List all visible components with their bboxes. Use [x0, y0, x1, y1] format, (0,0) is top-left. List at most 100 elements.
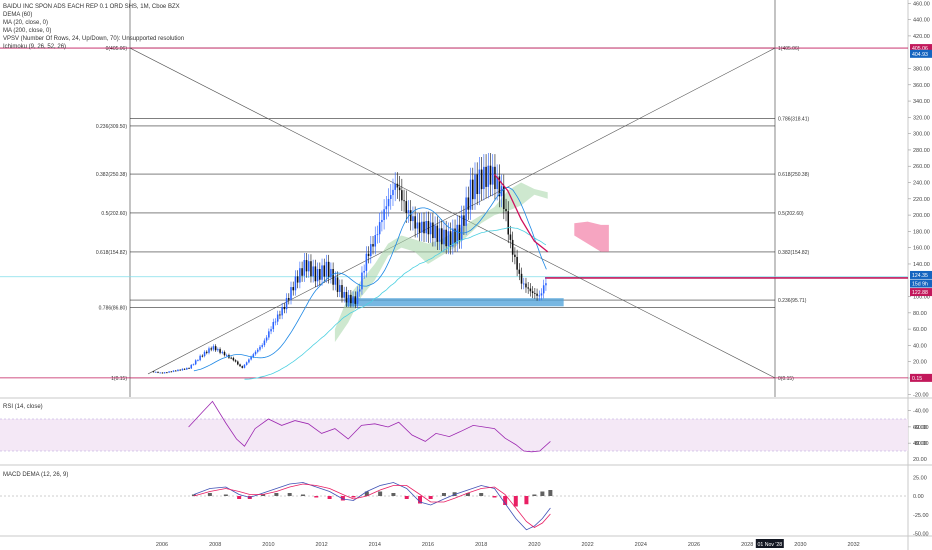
candle-body [354, 296, 357, 304]
x-tick-label: 2012 [315, 542, 327, 548]
candle-body [414, 216, 416, 229]
candle-body [323, 265, 326, 277]
indicator-ichimoku[interactable]: Ichimoku (9, 26, 52, 26) [3, 44, 67, 50]
candle-body [409, 210, 412, 222]
macd-histogram-bar [191, 494, 196, 496]
candle-body [296, 276, 299, 283]
rsi-pane-label[interactable]: RSI (14, close) [3, 404, 43, 410]
candle-body [155, 371, 157, 373]
candle-body [152, 371, 155, 373]
candle-body [425, 221, 428, 234]
price-badge-label: 122.88 [912, 290, 928, 296]
candle-body [345, 291, 348, 303]
candle-body [389, 195, 392, 199]
candle-body [319, 269, 321, 280]
candle-body [179, 369, 181, 371]
candle-body [536, 293, 538, 296]
candle-body [201, 355, 204, 357]
candle-body [305, 260, 308, 272]
y-tick-label: 300.00 [913, 132, 930, 138]
candle-body [316, 269, 319, 282]
candle-body [416, 222, 419, 229]
fib-left-label: 1(0.15) [111, 376, 127, 382]
candle-body [445, 229, 447, 247]
candle-body [511, 239, 514, 255]
candle-body [489, 165, 492, 185]
candle-body [261, 345, 263, 347]
candle-body [454, 228, 456, 244]
candle-body [252, 354, 255, 357]
candle-body [290, 287, 292, 300]
candle-body [225, 355, 228, 356]
candle-body [522, 283, 525, 285]
candle-body [381, 219, 383, 223]
candle-body [487, 165, 490, 187]
candle-body [423, 221, 425, 234]
candle-body [334, 277, 337, 285]
candle-body [421, 221, 423, 233]
candle-body [392, 189, 394, 196]
candle-body [531, 291, 534, 294]
candle-body [463, 215, 465, 226]
candle-body [398, 187, 401, 191]
candle-body [436, 225, 439, 242]
rsi-line [188, 400, 551, 453]
candle-body [401, 190, 403, 201]
indicator-dema[interactable]: DEMA (60) [3, 12, 33, 18]
price-badge-label: 405.06 [912, 46, 928, 52]
macd-histogram-bar [540, 491, 545, 496]
candle-body [330, 269, 332, 278]
candle-body [480, 169, 483, 190]
candle-body [248, 359, 250, 363]
y-tick-label: -40.00 [913, 409, 929, 415]
candle-body [181, 368, 184, 371]
candle-body [476, 174, 478, 195]
candle-body [183, 368, 186, 370]
x-tick-label: 2018 [475, 542, 487, 548]
candle-body [496, 176, 498, 190]
macd-histogram-bar [503, 496, 508, 505]
candle-body [503, 186, 505, 210]
price-badge [910, 279, 932, 288]
candle-body [241, 366, 244, 368]
candle-body [370, 244, 372, 257]
indicator-vpsv[interactable]: VPSV (Number Of Rows, 24, Up/Down, 70): … [3, 36, 185, 42]
candle-body [403, 200, 405, 202]
dema-line [493, 173, 549, 253]
candle-body [214, 346, 217, 351]
candle-body [467, 197, 470, 210]
y-tick-label: 460.00 [913, 1, 930, 7]
y-tick-label: -20.00 [913, 392, 929, 398]
candle-body [172, 370, 175, 372]
candle-body [443, 229, 445, 245]
price-badge-label: 124.35 [912, 273, 928, 279]
indicator-ma20[interactable]: MA (20, close, 0) [3, 20, 49, 26]
macd-histogram-bar [548, 490, 553, 496]
candle-body [221, 352, 224, 353]
cursor-date-badge [755, 539, 784, 548]
macd-histogram-bar [327, 496, 332, 499]
candle-body [383, 209, 385, 220]
candle-body [270, 329, 272, 332]
y-tick-label: -60.00 [913, 425, 929, 431]
candle-body [314, 266, 317, 282]
macd-pane-label[interactable]: MACD DEMA (12, 26, 9) [3, 472, 69, 478]
candle-body [542, 285, 545, 294]
candle-body [283, 307, 286, 310]
candle-body [281, 307, 283, 316]
macd-tick-label: 0.00 [913, 494, 924, 500]
x-tick-label: 2014 [369, 542, 381, 548]
macd-histogram-bar [223, 494, 228, 496]
y-tick-label: 320.00 [913, 115, 930, 121]
y-tick-label: 20.00 [913, 360, 927, 366]
indicator-ma200[interactable]: MA (200, close, 0) [3, 28, 52, 34]
price-badge [910, 288, 932, 297]
candle-body [339, 285, 341, 292]
candle-body [239, 364, 241, 367]
candle-body [219, 349, 221, 353]
candle-body [405, 201, 408, 214]
macd-histogram-bar [404, 496, 409, 499]
fib-right-label: 0.618(250.38) [778, 172, 809, 178]
candle-body [210, 348, 212, 350]
